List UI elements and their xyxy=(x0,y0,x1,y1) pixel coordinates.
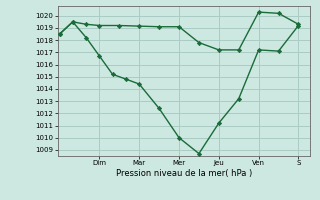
X-axis label: Pression niveau de la mer( hPa ): Pression niveau de la mer( hPa ) xyxy=(116,169,252,178)
